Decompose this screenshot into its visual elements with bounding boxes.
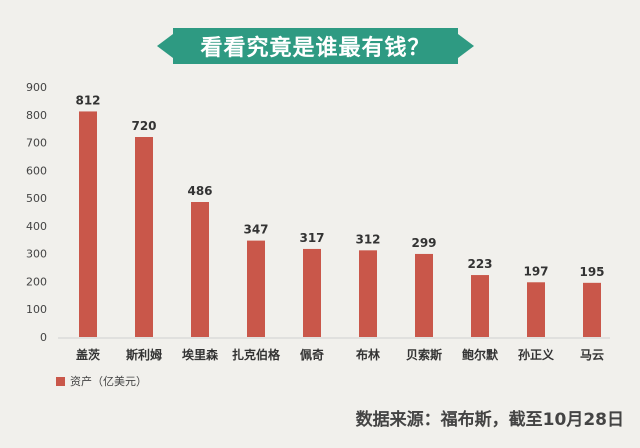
x-tick-label: 盖茨 xyxy=(76,347,100,362)
legend-label: 资产（亿美元） xyxy=(70,375,147,388)
y-tick-label: 700 xyxy=(26,137,47,150)
y-tick-label: 200 xyxy=(26,275,47,288)
bar-6 xyxy=(359,250,377,337)
data-label: 317 xyxy=(299,231,324,245)
bar-7 xyxy=(415,253,433,337)
y-tick-label: 900 xyxy=(26,81,47,94)
data-label: 195 xyxy=(579,265,604,279)
data-label: 486 xyxy=(187,184,212,198)
bar-8 xyxy=(471,275,489,337)
y-tick-label: 800 xyxy=(26,109,47,122)
chart-title-banner: 看看究竟是谁最有钱？ xyxy=(157,28,474,64)
y-tick-label: 100 xyxy=(26,303,47,316)
data-label: 299 xyxy=(411,236,436,250)
x-tick-label: 马云 xyxy=(580,348,604,362)
data-label: 312 xyxy=(355,232,380,246)
data-label: 223 xyxy=(467,257,492,271)
data-label: 197 xyxy=(523,264,548,278)
data-label: 347 xyxy=(243,223,268,237)
y-tick-label: 300 xyxy=(26,248,47,261)
data-label: 720 xyxy=(131,119,156,133)
x-tick-label: 扎克伯格 xyxy=(232,347,281,362)
data-label: 812 xyxy=(75,93,100,107)
y-tick-label: 600 xyxy=(26,164,47,177)
bar-2 xyxy=(135,137,153,337)
bar-10 xyxy=(583,282,601,337)
legend: 资产（亿美元） xyxy=(56,373,147,389)
x-tick-label: 孙正义 xyxy=(518,347,555,362)
x-tick-label: 鲍尔默 xyxy=(462,347,499,362)
bar-1 xyxy=(79,111,97,337)
x-tick-label: 斯利姆 xyxy=(126,347,162,362)
bar-4 xyxy=(247,240,265,337)
x-tick-label: 埃里森 xyxy=(182,347,219,362)
legend-swatch xyxy=(56,376,65,386)
y-tick-label: 0 xyxy=(40,331,47,344)
x-tick-label: 贝索斯 xyxy=(406,347,442,362)
x-tick-label: 布林 xyxy=(356,347,380,362)
bar-5 xyxy=(303,248,321,337)
x-tick-label: 佩奇 xyxy=(300,347,324,362)
bar-9 xyxy=(527,282,545,337)
chart-title: 看看究竟是谁最有钱？ xyxy=(200,36,431,61)
y-tick-label: 400 xyxy=(26,220,47,233)
y-tick-label: 500 xyxy=(26,192,47,205)
source-note: 数据来源：福布斯，截至10月28日 xyxy=(355,410,624,430)
bar-3 xyxy=(191,202,209,337)
